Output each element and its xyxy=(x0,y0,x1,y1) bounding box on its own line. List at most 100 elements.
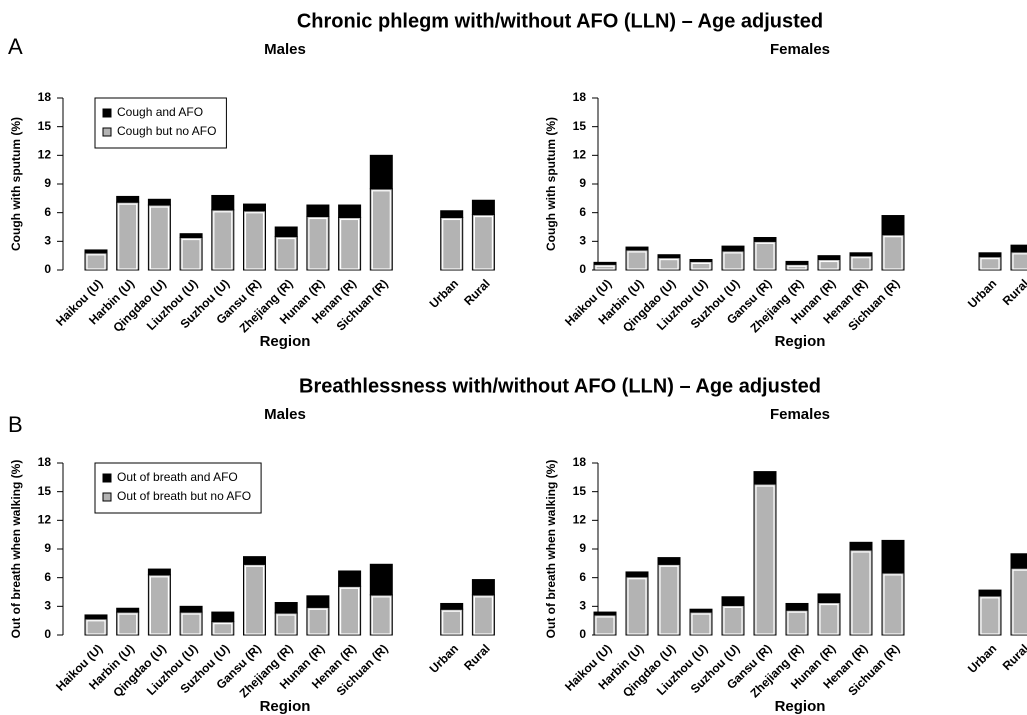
bar-highlight xyxy=(276,614,296,635)
bar-segment xyxy=(657,563,681,636)
chart-title: Females xyxy=(770,41,830,58)
bar-segment xyxy=(471,199,495,216)
bar-highlight xyxy=(659,565,679,635)
legend-swatch xyxy=(102,127,112,137)
bar-segment xyxy=(593,614,617,636)
bar-segment xyxy=(785,609,809,636)
bar-segment xyxy=(625,576,649,636)
bar-highlight xyxy=(308,608,328,635)
bar-segment xyxy=(978,595,1002,636)
legend-swatch xyxy=(102,492,112,502)
x-tick-label: Urban xyxy=(427,276,461,310)
y-tick-label: 0 xyxy=(44,627,51,641)
y-tick-label: 6 xyxy=(579,205,586,219)
y-tick-label: 9 xyxy=(579,176,586,190)
bar-segment xyxy=(721,604,745,636)
bar-highlight xyxy=(659,258,679,270)
bar-highlight xyxy=(442,218,462,270)
bar-segment xyxy=(211,209,235,271)
bar-segment xyxy=(721,245,745,252)
y-tick-label: 18 xyxy=(38,90,52,104)
bar-highlight xyxy=(883,236,903,270)
y-tick-label: 0 xyxy=(579,627,586,641)
bar-highlight xyxy=(1012,253,1027,270)
bar-segment xyxy=(1010,244,1027,253)
y-tick-label: 15 xyxy=(573,119,587,133)
legend: Out of breath and AFO Out of breath but n… xyxy=(94,462,262,514)
y-tick-label: 3 xyxy=(579,234,586,248)
bar-segment xyxy=(440,602,464,610)
bar-segment xyxy=(753,471,777,485)
bar-highlight xyxy=(627,578,647,635)
bar-highlight xyxy=(1012,569,1027,635)
bar-highlight xyxy=(883,574,903,635)
bar-segment xyxy=(849,541,873,551)
bar-segment xyxy=(84,614,108,620)
legend-box xyxy=(94,97,227,149)
y-tick-label: 3 xyxy=(579,599,586,613)
bar-segment xyxy=(978,252,1002,258)
bar-segment xyxy=(817,602,841,636)
y-tick-label: 9 xyxy=(579,541,586,555)
bar-segment xyxy=(243,210,266,271)
legend-label: Out of breath and AFO xyxy=(117,470,238,484)
bar-highlight xyxy=(595,616,615,635)
bar-highlight xyxy=(473,215,493,270)
bar-highlight xyxy=(308,217,328,270)
y-tick-label: 12 xyxy=(38,148,52,162)
bar-highlight xyxy=(118,203,138,270)
bar-segment xyxy=(817,255,841,260)
bar-highlight xyxy=(819,260,839,270)
section-title: Chronic phlegm with/without AFO (LLN) – … xyxy=(297,10,823,32)
x-axis-label: Region xyxy=(775,333,826,350)
bar-segment xyxy=(625,246,649,251)
bar-segment xyxy=(147,204,171,271)
x-tick-label: Urban xyxy=(965,641,999,675)
bar-segment xyxy=(689,608,713,613)
x-tick-label: Urban xyxy=(965,276,999,310)
legend-label: Out of breath but no AFO xyxy=(117,489,251,503)
bar-segment xyxy=(243,556,266,565)
bar-segment xyxy=(881,234,905,271)
x-tick-label: Rural xyxy=(1000,276,1027,308)
bar-segment xyxy=(179,237,203,271)
legend-swatch xyxy=(102,473,112,483)
bar-segment xyxy=(306,204,330,217)
bar-segment xyxy=(84,249,108,254)
bar-segment xyxy=(306,595,330,608)
bar-segment xyxy=(1010,553,1027,569)
bar-segment xyxy=(274,612,298,636)
bar-highlight xyxy=(691,262,711,270)
section-label: B xyxy=(8,412,23,437)
bar-highlight xyxy=(340,587,360,635)
bar-segment xyxy=(440,608,464,636)
y-tick-label: 12 xyxy=(38,513,52,527)
bar-segment xyxy=(274,226,298,238)
bar-segment xyxy=(211,194,235,211)
bar-segment xyxy=(657,254,681,259)
bar-segment xyxy=(689,611,713,636)
bar-highlight xyxy=(181,613,201,635)
chart-title: Males xyxy=(264,406,306,423)
bar-highlight xyxy=(627,251,647,270)
legend-swatch xyxy=(102,108,112,118)
bar-segment xyxy=(625,571,649,578)
bar-segment xyxy=(369,594,393,636)
bar-highlight xyxy=(181,238,201,270)
y-tick-label: 0 xyxy=(44,262,51,276)
y-tick-label: 6 xyxy=(44,205,51,219)
bar-highlight xyxy=(340,218,360,270)
bar-segment xyxy=(689,258,713,262)
bar-segment xyxy=(116,611,140,636)
y-tick-label: 12 xyxy=(573,513,587,527)
bar-segment xyxy=(625,249,649,271)
bar-highlight xyxy=(595,265,615,270)
bar-highlight xyxy=(691,613,711,635)
bar-highlight xyxy=(149,206,169,270)
bar-highlight xyxy=(851,551,871,635)
chart-title: Males xyxy=(264,41,306,58)
y-axis-label: Out of breath when walking (%) xyxy=(9,460,23,639)
bar-segment xyxy=(721,596,745,606)
bar-segment xyxy=(817,593,841,604)
bar-segment xyxy=(306,215,330,271)
